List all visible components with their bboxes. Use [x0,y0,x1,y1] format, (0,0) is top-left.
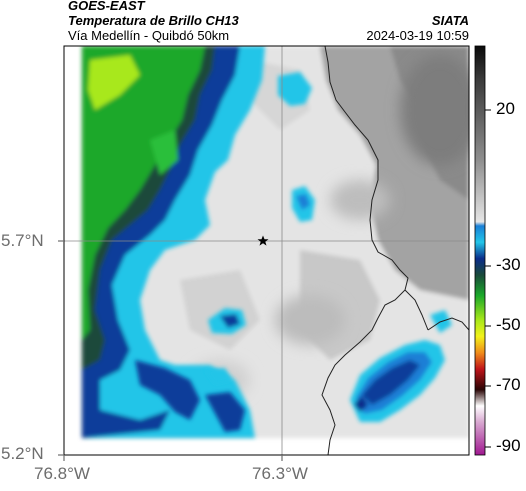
lon-tick-label: 76.8°W [34,464,90,483]
product-title: Temperatura de Brillo CH13 [68,13,239,28]
colorbar-tick-label: -90 [496,436,521,455]
colorbar-tick-label: -70 [496,375,521,394]
lon-tick-label: 76.3°W [252,464,308,483]
brightness-temperature-field [64,46,469,455]
colorbar-tick-label: -50 [496,315,521,334]
datetime-label: 2024-03-19 10:59 [366,28,469,43]
colorbar-tick-label: -30 [496,255,521,274]
coastline [321,46,469,455]
region-subtitle: Vía Medellín - Quibdó 50km [68,28,230,43]
institution-label: SIATA [431,13,469,28]
plot-frame [63,45,470,456]
lat-tick-label: 5.2°N [1,444,44,463]
satellite-source: GOES-EAST [68,0,145,13]
colorbar-tick-label: 20 [496,99,515,118]
graticule [64,46,469,455]
lat-tick-label: 5.7°N [1,231,44,250]
colorbar [474,45,491,456]
star-icon [257,235,269,246]
